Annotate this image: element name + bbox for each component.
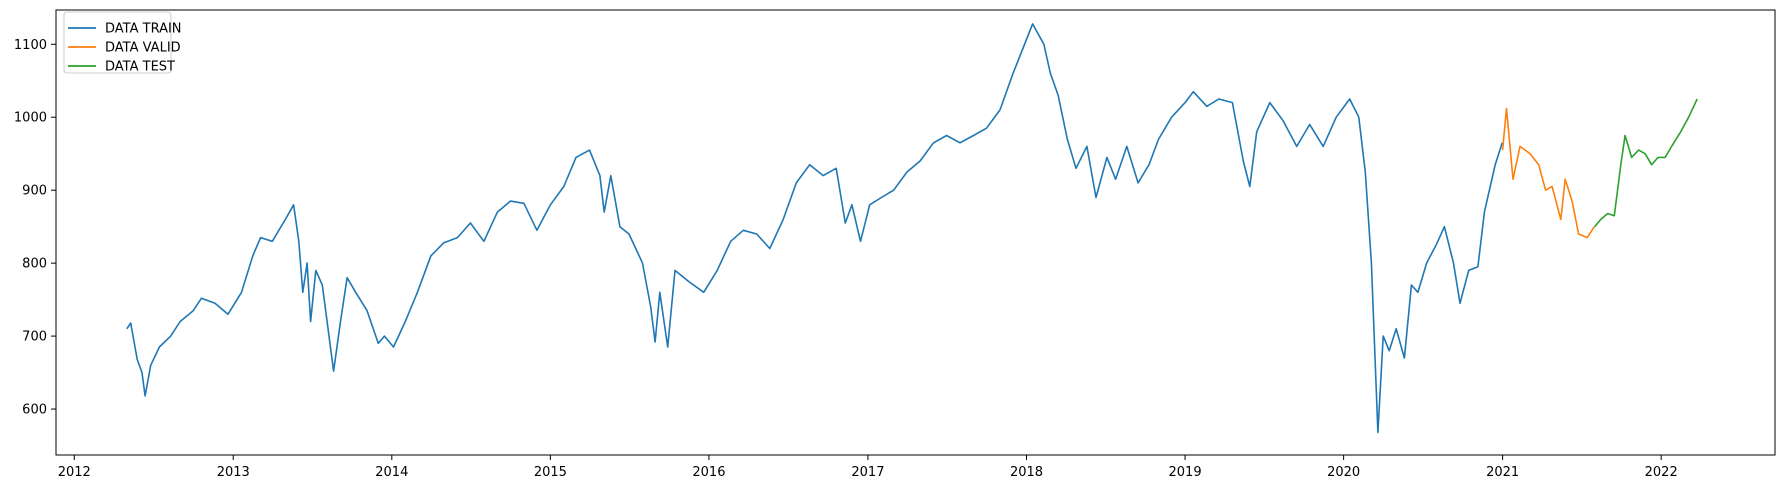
series-line-2	[1501, 107, 1595, 239]
y-tick-label: 700	[22, 330, 47, 345]
y-tick-label: 1000	[14, 111, 47, 126]
y-tick-label: 800	[22, 257, 47, 272]
series-line-3	[1594, 98, 1698, 228]
plot-frame	[55, 9, 1776, 456]
x-tick-label: 2020	[1327, 465, 1360, 480]
x-tick-label: 2017	[851, 465, 884, 480]
x-tick-label: 2019	[1169, 465, 1202, 480]
y-tick-label: 900	[22, 184, 47, 199]
legend-label: DATA TRAIN	[105, 22, 182, 37]
x-axis: 2012 2013 2014 2015 2016 2017 2018 2019 2020 2021…	[58, 455, 1678, 480]
x-tick-label: 2015	[534, 465, 567, 480]
series-layer	[126, 23, 1698, 434]
x-tick-label: 2016	[692, 465, 725, 480]
legend-label: DATA VALID	[105, 41, 181, 56]
x-tick-label: 2013	[217, 465, 250, 480]
series-line-1	[126, 23, 1503, 434]
x-tick-label: 2018	[1010, 465, 1043, 480]
y-tick-label: 1100	[14, 38, 47, 53]
y-tick-label: 600	[22, 403, 47, 418]
x-tick-label: 2022	[1645, 465, 1678, 480]
y-axis: 600 700 800 900 1000 1100	[14, 38, 56, 418]
x-tick-label: 2012	[58, 465, 91, 480]
legend: DATA TRAIN DATA VALID DATA TEST	[63, 11, 182, 75]
legend-label: DATA TEST	[105, 60, 175, 75]
x-tick-label: 2021	[1486, 465, 1519, 480]
x-tick-label: 2014	[375, 465, 408, 480]
